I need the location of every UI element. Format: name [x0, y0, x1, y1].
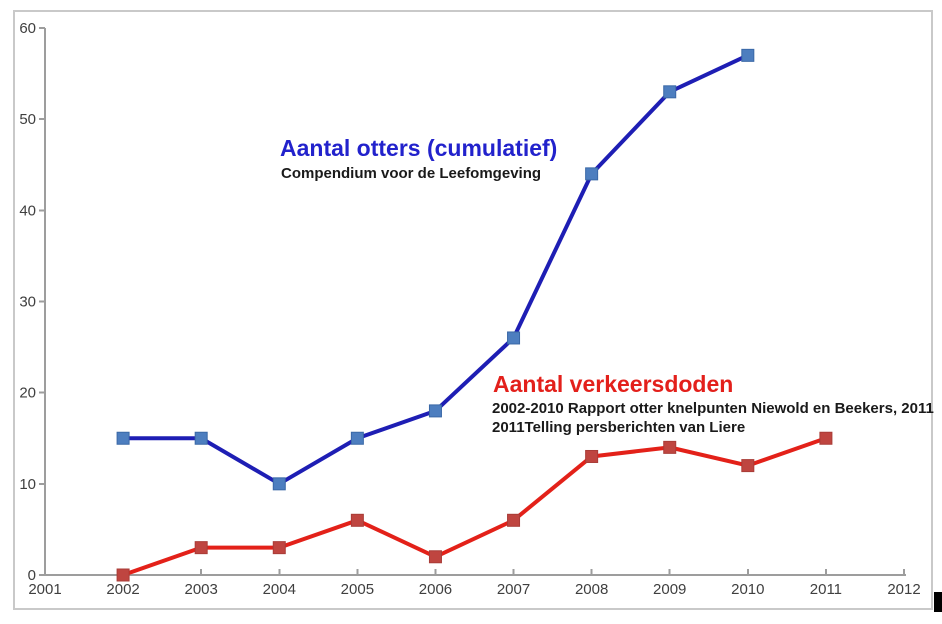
data-point-marker — [428, 404, 442, 418]
data-point-marker — [585, 167, 599, 181]
data-point-marker — [663, 440, 677, 454]
chart-frame — [13, 10, 933, 610]
x-tick-label: 2012 — [887, 581, 920, 598]
data-point-marker — [741, 459, 755, 473]
data-point-marker — [194, 541, 208, 555]
data-point-marker — [507, 513, 521, 527]
screenshot-artifact-black-mark — [934, 592, 942, 612]
data-point-marker — [428, 550, 442, 564]
data-point-marker — [116, 568, 130, 582]
annotation-otters-title: Aantal otters (cumulatief) — [280, 135, 558, 161]
y-tick-label: 60 — [19, 20, 36, 37]
data-point-marker — [116, 431, 130, 445]
x-tick-label: 2009 — [653, 581, 686, 598]
data-point-marker — [194, 431, 208, 445]
x-tick-label: 2007 — [497, 581, 530, 598]
y-tick-label: 50 — [19, 111, 36, 128]
data-point-marker — [663, 85, 677, 99]
x-axis-ticks: 2001 2002 2003 2004 2005 2006 2007 2008 2009 2010… — [28, 569, 921, 598]
series-verkeersdoden — [116, 431, 833, 582]
y-tick-label: 0 — [28, 567, 36, 584]
data-point-marker — [819, 431, 833, 445]
y-axis-ticks: 0 10 20 30 40 50 60 — [19, 20, 45, 584]
y-tick-label: 10 — [19, 476, 36, 493]
x-tick-label: 2001 — [28, 581, 61, 598]
data-point-marker — [272, 477, 286, 491]
data-point-marker — [741, 48, 755, 62]
series-line — [122, 436, 827, 577]
annotation-verkeersdoden-source-line2: 2011Telling persberichten van Liere — [492, 419, 746, 436]
data-point-marker — [350, 431, 364, 445]
x-tick-label: 2011 — [810, 581, 842, 598]
x-tick-label: 2003 — [184, 581, 217, 598]
y-tick-label: 20 — [19, 385, 36, 402]
data-point-marker — [507, 331, 521, 345]
annotation-verkeersdoden-title: Aantal verkeersdoden — [493, 371, 734, 397]
data-point-marker — [350, 513, 364, 527]
x-tick-label: 2006 — [419, 581, 452, 598]
series-otters — [116, 48, 755, 491]
data-point-marker — [272, 541, 286, 555]
data-point-marker — [585, 449, 599, 463]
x-tick-label: 2010 — [731, 581, 764, 598]
x-tick-label: 2008 — [575, 581, 608, 598]
x-tick-label: 2004 — [263, 581, 296, 598]
annotation-otters-subtitle: Compendium voor de Leefomgeving — [281, 165, 542, 182]
axes — [44, 28, 906, 576]
y-tick-label: 40 — [19, 202, 36, 219]
annotation-verkeersdoden-source-line1: 2002-2010 Rapport otter knelpunten Niewo… — [492, 400, 934, 417]
x-tick-label: 2005 — [341, 581, 374, 598]
y-tick-label: 30 — [19, 294, 36, 311]
x-tick-label: 2002 — [106, 581, 139, 598]
